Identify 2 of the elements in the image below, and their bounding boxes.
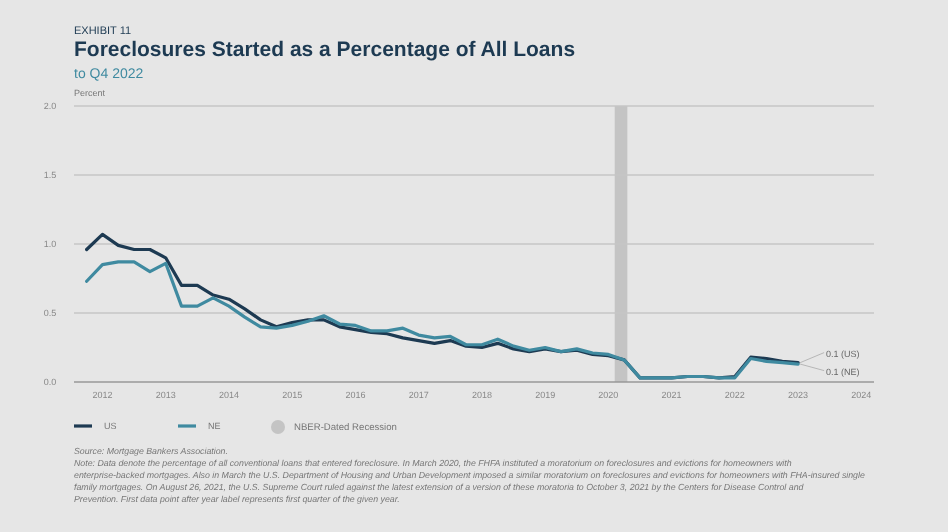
chart-title: Foreclosures Started as a Percentage of All Loans <box>74 38 576 62</box>
line-series <box>85 260 800 380</box>
